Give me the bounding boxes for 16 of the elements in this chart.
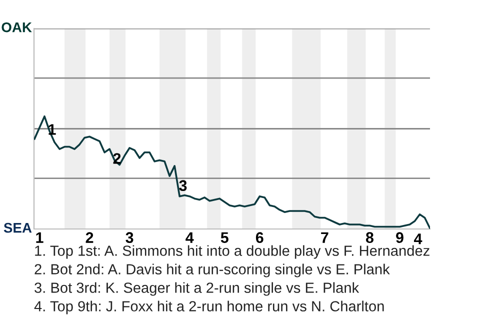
text: 2. Bot 2nd: A. Davis hit a run-scoring single vs E. Plank — [34, 264, 390, 278]
x-tick-label: 6 — [256, 232, 264, 243]
text: 1. Top 1st: A. Simmons hit into a double play vs F. Hernandez — [35, 245, 430, 259]
x-tick-label: 3 — [126, 232, 134, 244]
x-tick-label: 1 — [36, 232, 44, 243]
x-tick-label: 9 — [396, 232, 404, 243]
x-tick-label: 5 — [220, 232, 228, 243]
text: 4. Top 9th: J. Foxx hit a 2-run home run vs N. Charlton — [34, 300, 384, 314]
x-tick-label: 4 — [186, 232, 194, 243]
text: OAK — [2, 22, 32, 32]
text: SEA — [4, 222, 32, 233]
x-tick-label: 2 — [86, 232, 94, 243]
x-tick-label: 8 — [366, 232, 374, 243]
text: 3. Bot 3rd: K. Seager hit a 2-run single vs E. Plank — [34, 282, 360, 296]
annotation: 3 — [179, 180, 187, 192]
x-tick-label: 7 — [321, 232, 328, 243]
